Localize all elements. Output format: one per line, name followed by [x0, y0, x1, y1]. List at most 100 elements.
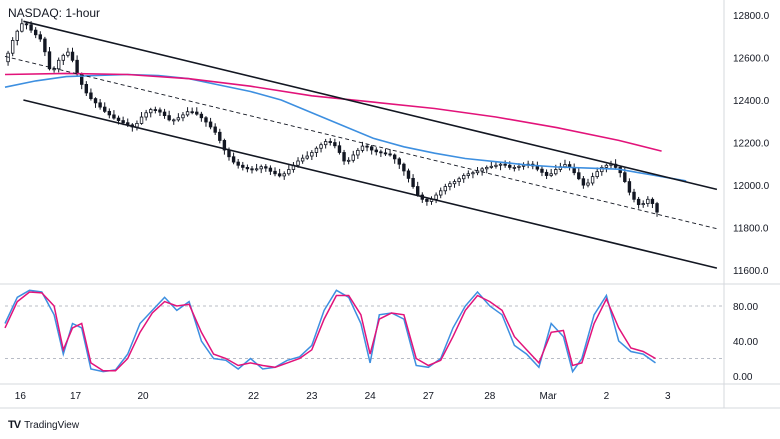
stoch-d-line: [4, 291, 656, 372]
candle-body: [498, 163, 503, 166]
candle-body: [351, 154, 355, 161]
candle-body: [190, 111, 194, 114]
candle-body: [204, 117, 208, 123]
candle-body: [471, 172, 475, 175]
candle-body: [56, 59, 61, 70]
candle-body: [604, 164, 609, 168]
candle-body: [218, 131, 222, 141]
candle-body: [98, 102, 102, 108]
candle-body: [47, 51, 52, 70]
candle-body: [300, 157, 305, 162]
price-tick-label: 11800.0: [733, 224, 769, 235]
chart-title: NASDAQ: 1-hour: [8, 6, 101, 20]
candle-body: [462, 175, 466, 180]
candle-body: [646, 198, 650, 204]
candle-body: [563, 164, 567, 168]
time-tick-label: 22: [248, 391, 260, 402]
candle-body: [383, 152, 388, 155]
candle-body: [231, 156, 236, 163]
candle-body: [544, 171, 549, 176]
candle-body: [443, 186, 448, 192]
time-tick-label: 20: [138, 391, 150, 402]
candle-body: [512, 166, 517, 169]
stochastic-tick-label: 40.00: [733, 337, 758, 348]
price-tick-label: 12400.0: [733, 96, 770, 107]
candle-body: [24, 23, 29, 26]
candle-body: [586, 182, 590, 186]
candle-body: [84, 84, 89, 94]
candle-body: [517, 165, 521, 168]
candle-body: [411, 177, 415, 187]
price-tick-label: 12800.0: [733, 11, 770, 22]
candle-body: [296, 160, 300, 166]
candle-body: [392, 154, 397, 160]
channel-lower-line: [23, 99, 718, 269]
price-tick-label: 12200.0: [733, 139, 770, 150]
candle-body: [149, 109, 153, 114]
candle-body: [282, 173, 286, 177]
candle-body: [406, 170, 411, 179]
candle-body: [199, 113, 204, 119]
time-tick-label: 2: [604, 391, 610, 402]
candle-body: [650, 198, 655, 204]
candle-body: [116, 117, 121, 121]
candle-body: [466, 173, 471, 176]
candle-body: [43, 38, 47, 53]
candle-body: [503, 163, 507, 166]
candle-body: [595, 171, 599, 178]
candle-body: [38, 34, 42, 40]
ma-slow-line: [4, 72, 662, 152]
time-tick-label: 16: [15, 391, 27, 402]
candle-body: [52, 68, 56, 71]
candle-body: [425, 198, 429, 202]
candle-body: [494, 164, 498, 167]
candle-body: [259, 166, 263, 170]
candle-body: [195, 111, 199, 115]
candle-body: [264, 166, 268, 169]
candle-body: [346, 159, 351, 162]
candle-body: [227, 149, 231, 158]
ma-fast-line: [4, 73, 687, 182]
candle-body: [153, 109, 158, 111]
candle-body: [305, 155, 309, 159]
candle-body: [61, 54, 65, 61]
time-tick-label: Mar: [539, 391, 557, 402]
candle-body: [107, 110, 112, 116]
candle-body: [20, 23, 24, 32]
price-tick-label: 12000.0: [733, 181, 770, 192]
candle-body: [402, 163, 406, 172]
candle-body: [245, 166, 250, 170]
candle-body: [655, 203, 659, 213]
candle-body: [213, 126, 217, 133]
candle-body: [581, 178, 586, 186]
candle-body: [121, 120, 125, 124]
candle-body: [103, 106, 107, 112]
stochastic-tick-label: 80.00: [733, 302, 758, 313]
candle-body: [10, 40, 15, 54]
candle-body: [489, 165, 494, 168]
candle-body: [75, 59, 79, 75]
candle-body: [439, 190, 443, 196]
candle-body: [236, 161, 240, 166]
candle-body: [623, 172, 627, 182]
candle-body: [337, 145, 342, 153]
candle-body: [93, 98, 98, 104]
candle-body: [365, 145, 369, 148]
price-tick-label: 12600.0: [733, 53, 770, 64]
candle-body: [328, 141, 332, 143]
candle-body: [360, 145, 365, 151]
candle-body: [254, 168, 259, 171]
candle-body: [172, 119, 176, 122]
candle-body: [549, 173, 553, 176]
candle-body: [434, 194, 438, 200]
candle-body: [287, 169, 291, 175]
candle-body: [277, 173, 282, 177]
candle-body: [448, 183, 452, 187]
candle-body: [89, 92, 93, 99]
candle-body: [323, 141, 328, 146]
candle-body: [485, 166, 489, 170]
tradingview-brand[interactable]: TV TradingView: [8, 419, 79, 431]
time-tick-label: 17: [70, 391, 82, 402]
candle-body: [273, 170, 277, 175]
